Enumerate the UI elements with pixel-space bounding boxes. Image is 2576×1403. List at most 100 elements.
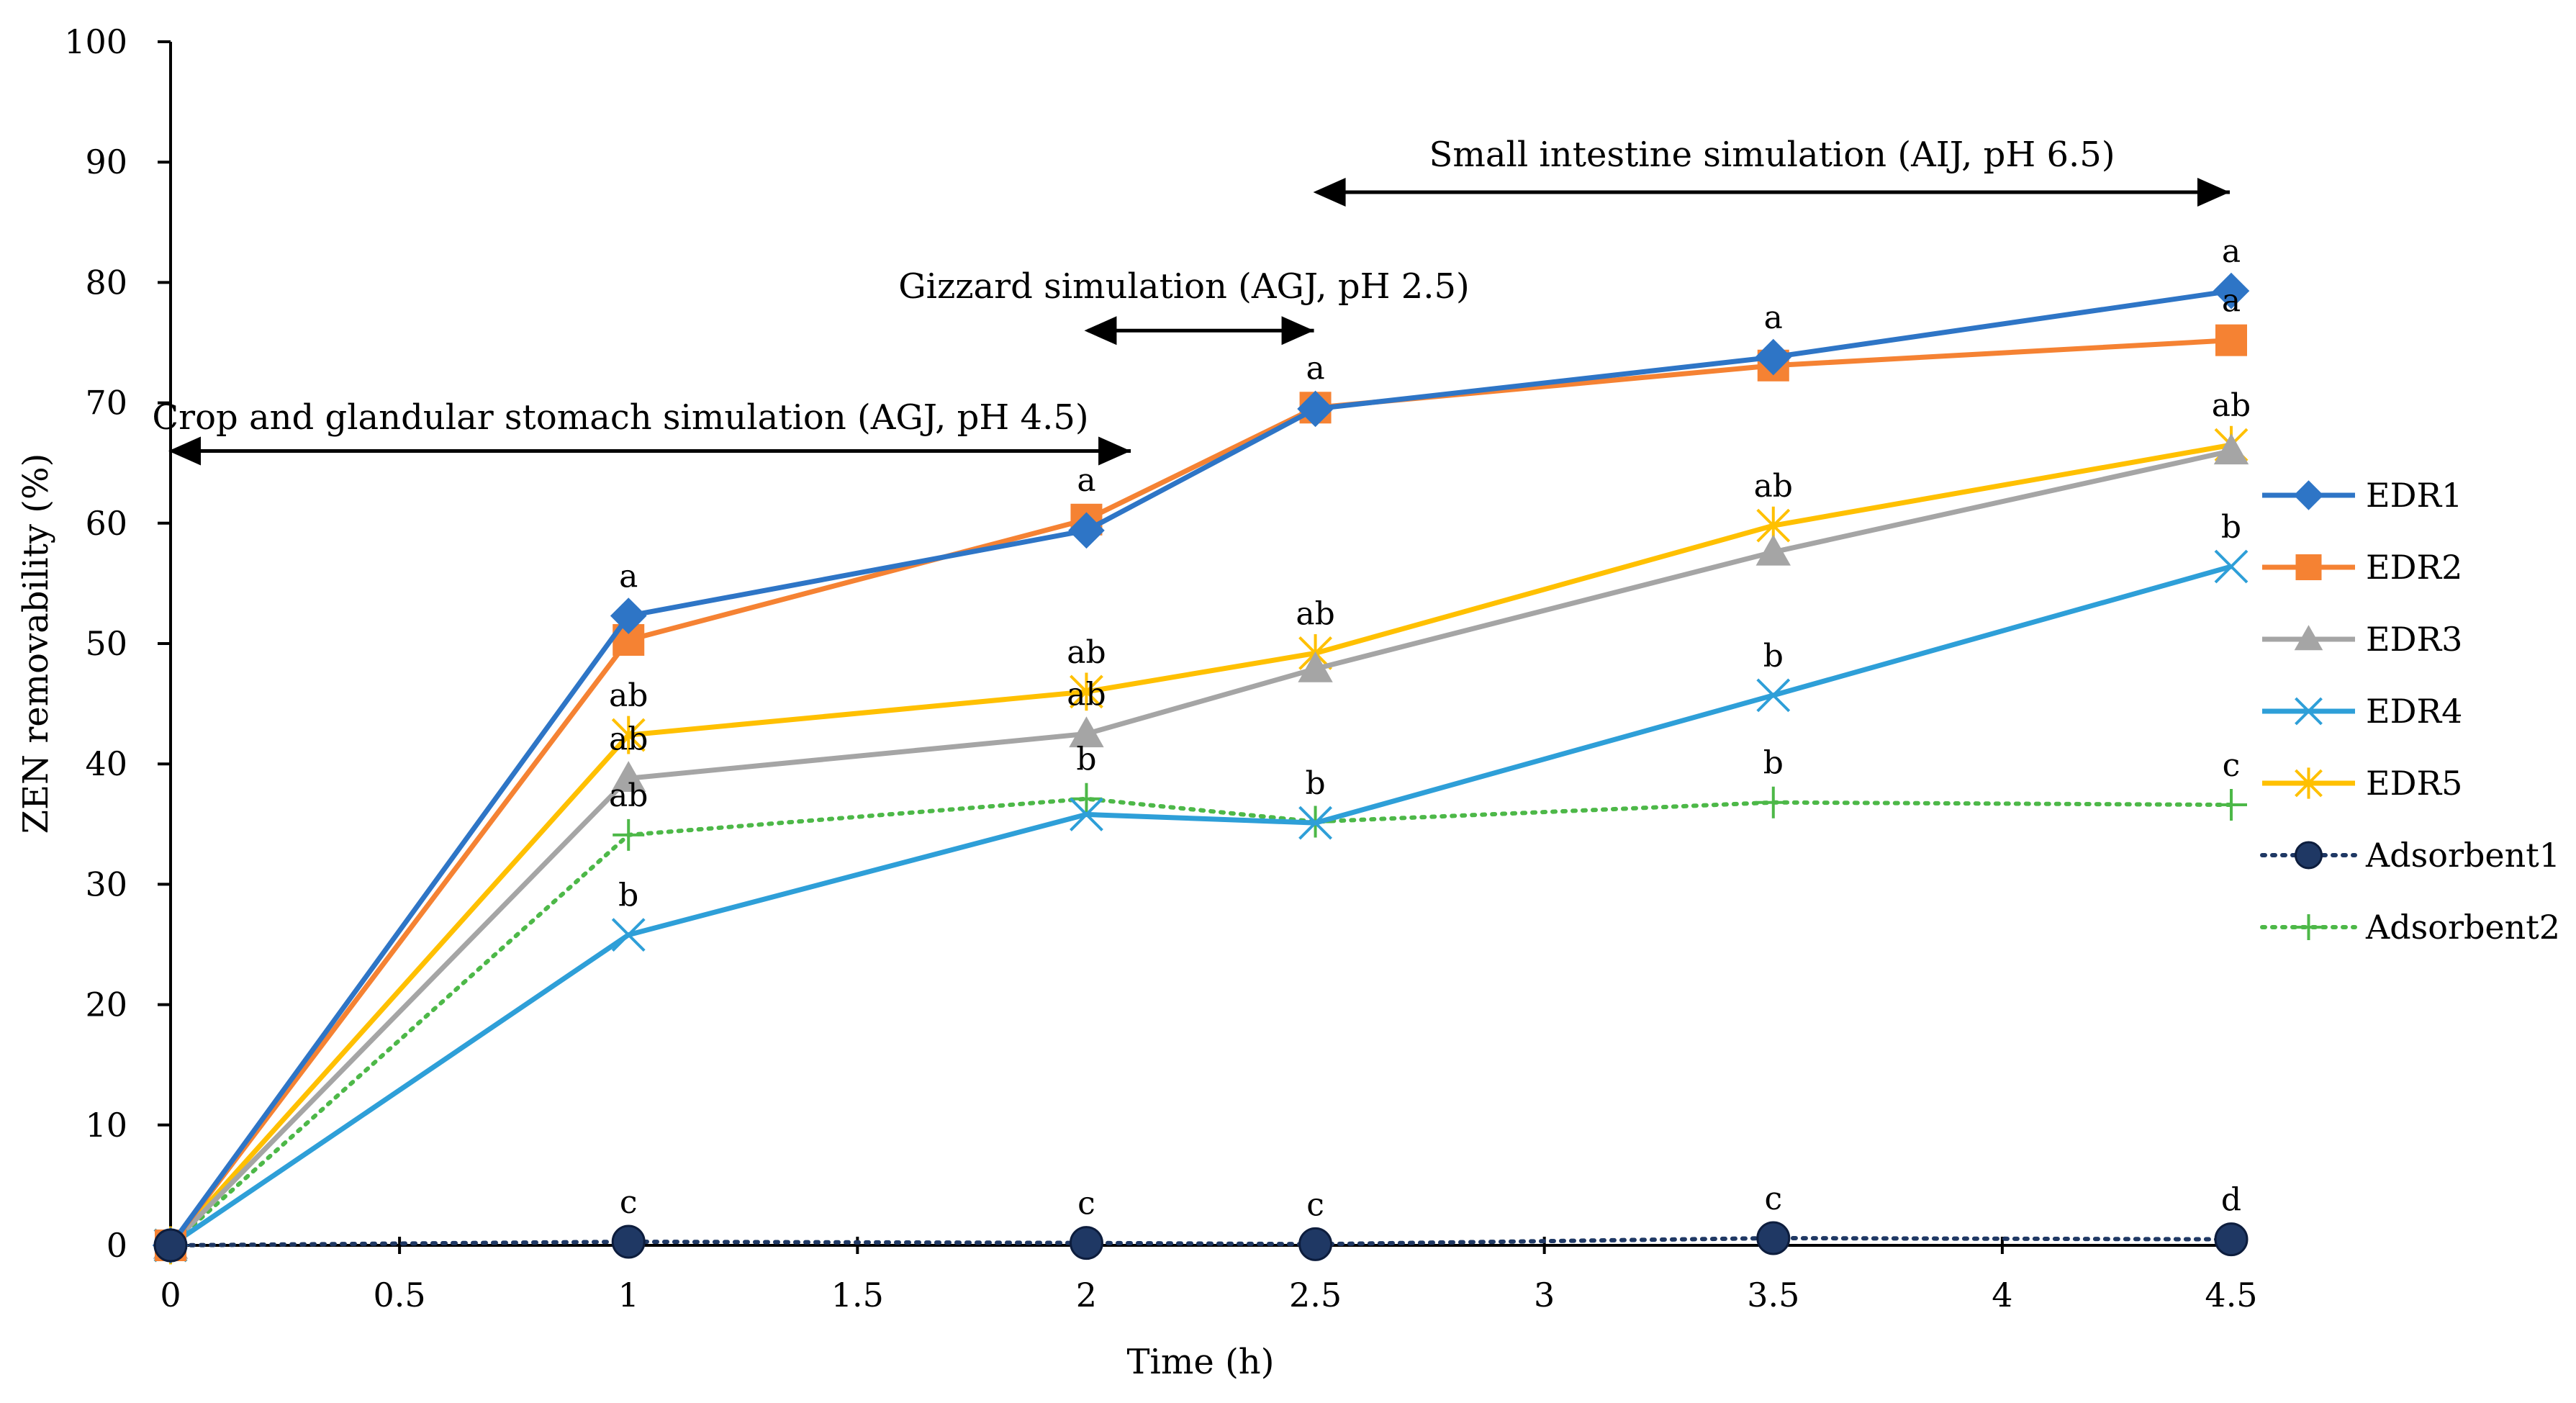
legend-marker xyxy=(2295,841,2323,870)
significance-letter: a xyxy=(2222,283,2241,320)
significance-letter: b xyxy=(1076,741,1096,778)
phase-annotation-text: Small intestine simulation (AIJ, pH 6.5) xyxy=(1429,135,2115,175)
y-tick-label: 80 xyxy=(85,263,127,302)
data-point-edr4 xyxy=(1298,806,1332,840)
significance-letter: ab xyxy=(1067,676,1106,713)
significance-letter: ab xyxy=(2212,387,2251,424)
significance-letter: a xyxy=(2222,233,2241,270)
significance-letter: ab xyxy=(1296,595,1334,632)
data-point-adsorbent1 xyxy=(1069,1226,1103,1260)
significance-letter: b xyxy=(1763,745,1784,782)
legend-marker xyxy=(2293,480,2324,510)
legend-item-adsorbent2: Adsorbent2 xyxy=(2260,908,2560,947)
series-edr3 xyxy=(153,433,2249,1259)
significance-letter: b xyxy=(618,878,638,914)
significance-letter: c xyxy=(1077,1186,1095,1222)
x-tick-label: 4 xyxy=(1992,1276,2012,1314)
significance-letter: ab xyxy=(609,677,648,714)
data-point-edr1 xyxy=(1755,338,1792,376)
series-edr5 xyxy=(153,425,2249,1265)
x-axis-label: Time (h) xyxy=(1127,1342,1275,1382)
data-point-adsorbent2 xyxy=(2215,789,2247,821)
significance-letter: c xyxy=(2223,747,2241,784)
y-tick-label: 50 xyxy=(85,624,127,663)
series-adsorbent1 xyxy=(153,1221,2249,1263)
axes: 0 10 20 30 40 50 60 70 80 90 100 0 0.5 1 1.5 2 2.5 3 3.5 4 4… xyxy=(16,22,2258,1382)
phase-annotations: Crop and glandular stomach simulation (A… xyxy=(152,135,2230,466)
data-point-edr1 xyxy=(1297,390,1334,428)
legend-label: EDR5 xyxy=(2366,764,2462,803)
legend-item-edr3: EDR3 xyxy=(2262,620,2462,659)
data-point-edr5 xyxy=(611,716,646,754)
data-point-adsorbent2 xyxy=(1757,786,1789,818)
y-tick-label: 40 xyxy=(85,744,127,783)
significance-letter: b xyxy=(2221,509,2241,546)
legend-item-adsorbent1: Adsorbent1 xyxy=(2260,836,2560,875)
legend: EDR1 EDR2 EDR3 EDR4 EDR5 Adsorbent1 Adsorbent2 xyxy=(2260,476,2560,947)
series-edr4 xyxy=(153,549,2249,1263)
significance-letter: c xyxy=(1306,1186,1324,1223)
y-tick-label: 30 xyxy=(85,865,127,903)
data-series xyxy=(152,272,2250,1265)
series-edr2 xyxy=(155,324,2247,1261)
data-point-edr2 xyxy=(2215,324,2247,356)
significance-letter: ab xyxy=(609,721,648,757)
legend-item-edr2: EDR2 xyxy=(2262,548,2462,587)
y-axis-label: ZEN removability (%) xyxy=(16,454,56,834)
y-tick-label: 60 xyxy=(85,504,127,543)
significance-letter: a xyxy=(619,559,638,595)
significance-letter: a xyxy=(1077,462,1095,499)
legend-label: EDR3 xyxy=(2366,620,2462,659)
series-line-edr3 xyxy=(168,448,2232,1248)
data-point-edr3 xyxy=(611,761,646,792)
legend-item-edr1: EDR1 xyxy=(2262,476,2462,515)
y-tick-label: 100 xyxy=(64,22,127,61)
y-tick-label: 0 xyxy=(107,1226,127,1265)
data-point-adsorbent1 xyxy=(611,1224,646,1259)
x-tick-label: 0 xyxy=(160,1276,181,1314)
data-point-edr1 xyxy=(2213,272,2250,310)
legend-label: EDR4 xyxy=(2366,692,2462,731)
significance-letter: ab xyxy=(609,777,648,814)
data-point-edr4 xyxy=(1070,798,1103,831)
phase-annotation-text: Gizzard simulation (AGJ, pH 2.5) xyxy=(898,266,1470,307)
data-point-edr4 xyxy=(2214,549,2249,584)
legend-marker xyxy=(2294,625,2323,651)
legend-item-edr4: EDR4 xyxy=(2262,692,2462,731)
significance-letter: d xyxy=(2221,1182,2241,1219)
significance-letter: a xyxy=(1764,299,1783,336)
x-tick-label: 1.5 xyxy=(831,1276,884,1314)
y-tick-label: 70 xyxy=(85,384,127,423)
significance-letter: b xyxy=(1305,765,1325,802)
series-line-edr5 xyxy=(168,442,2232,1248)
significance-letter: ab xyxy=(1754,468,1793,505)
data-point-edr1 xyxy=(1068,512,1105,549)
significance-letter: ab xyxy=(1067,634,1106,671)
x-tick-label: 4.5 xyxy=(2205,1276,2257,1314)
x-tick-label: 2 xyxy=(1076,1276,1097,1314)
series-line-edr4 xyxy=(169,564,2232,1248)
data-point-adsorbent2 xyxy=(1070,782,1103,815)
y-tick-label: 10 xyxy=(85,1106,127,1145)
y-tick-label: 20 xyxy=(85,985,127,1024)
data-point-adsorbent1 xyxy=(1298,1227,1333,1261)
series-line-adsorbent2 xyxy=(168,796,2233,1248)
data-point-adsorbent1 xyxy=(153,1228,188,1263)
series-line-edr2 xyxy=(168,338,2232,1248)
x-tick-label: 3 xyxy=(1534,1276,1555,1314)
legend-marker xyxy=(2295,914,2322,940)
significance-letter: c xyxy=(1764,1181,1782,1217)
legend-item-edr5: EDR5 xyxy=(2262,764,2462,803)
data-point-adsorbent1 xyxy=(1756,1221,1791,1255)
data-point-edr3 xyxy=(1298,651,1333,682)
significance-letter: a xyxy=(1306,350,1324,387)
legend-marker xyxy=(2295,554,2322,580)
data-point-edr3 xyxy=(1755,534,1791,566)
data-point-edr3 xyxy=(2213,433,2249,465)
significance-letter: b xyxy=(1763,638,1784,675)
legend-marker xyxy=(2295,697,2323,726)
legend-label: Adsorbent1 xyxy=(2365,836,2560,875)
y-tick-label: 90 xyxy=(85,143,127,181)
x-tick-label: 0.5 xyxy=(374,1276,426,1314)
